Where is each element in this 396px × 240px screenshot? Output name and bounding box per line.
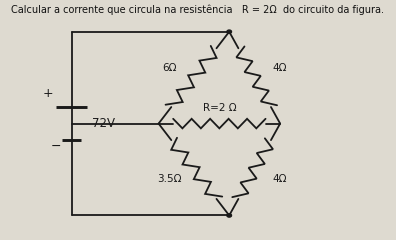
Text: −: − bbox=[51, 140, 62, 153]
Text: 3.5Ω: 3.5Ω bbox=[157, 174, 181, 184]
Text: Calcular a corrente que circula na resistência   R = 2Ω  do circuito da figura.: Calcular a corrente que circula na resis… bbox=[11, 4, 385, 15]
Text: R=2 Ω: R=2 Ω bbox=[202, 103, 236, 113]
Text: 72V: 72V bbox=[92, 117, 115, 130]
Circle shape bbox=[227, 214, 232, 217]
Text: 4Ω: 4Ω bbox=[272, 63, 287, 73]
Text: 4Ω: 4Ω bbox=[272, 174, 287, 184]
Text: 6Ω: 6Ω bbox=[162, 63, 177, 73]
Text: +: + bbox=[42, 87, 53, 100]
Circle shape bbox=[227, 30, 232, 33]
